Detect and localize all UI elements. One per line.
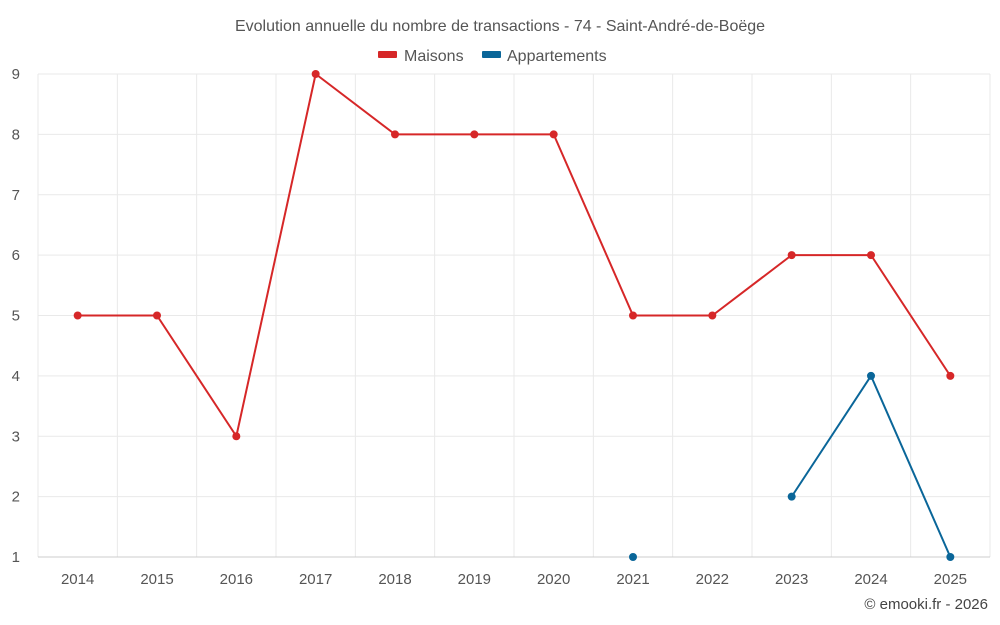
y-tick-label: 7 <box>12 187 20 204</box>
data-point-maisons <box>946 371 955 380</box>
series-appartements <box>629 371 955 561</box>
x-tick-label: 2019 <box>458 571 491 588</box>
legend-label: Appartements <box>507 48 607 65</box>
y-tick-label: 3 <box>12 428 20 445</box>
data-point-appartements <box>946 553 955 561</box>
data-point-maisons <box>787 251 796 260</box>
data-point-maisons <box>73 311 82 320</box>
data-point-appartements <box>787 492 796 501</box>
data-point-maisons <box>391 130 399 139</box>
legend-swatch <box>378 51 397 58</box>
y-tick-label: 9 <box>12 66 20 83</box>
x-axis-ticks: 2014 2015 2016 2017 2018 2019 2020 2021 2022 2023… <box>61 571 967 588</box>
y-axis-ticks: 1 2 3 4 5 6 7 8 9 <box>12 66 20 566</box>
x-tick-label: 2023 <box>775 571 808 588</box>
legend-label: Maisons <box>404 48 464 65</box>
x-tick-label: 2022 <box>696 571 729 588</box>
data-point-maisons <box>708 311 717 320</box>
legend: Maisons Appartements <box>378 48 607 65</box>
data-point-maisons <box>153 311 161 320</box>
data-point-maisons <box>311 70 320 78</box>
series-maisons <box>73 70 955 441</box>
y-tick-label: 1 <box>12 549 20 566</box>
x-tick-label: 2018 <box>378 571 411 588</box>
series-layer <box>73 70 955 561</box>
legend-swatch <box>482 51 501 58</box>
data-point-maisons <box>867 251 875 260</box>
data-point-maisons <box>232 432 241 441</box>
series-line-maisons <box>77 73 952 438</box>
series-line-appartements <box>790 374 952 558</box>
x-tick-label: 2020 <box>537 571 570 588</box>
x-tick-label: 2021 <box>616 571 649 588</box>
credit-text: © emooki.fr - 2026 <box>864 596 988 613</box>
y-tick-label: 6 <box>12 247 20 264</box>
data-point-appartements <box>629 553 637 561</box>
data-point-maisons <box>470 130 479 139</box>
y-tick-label: 8 <box>12 126 20 143</box>
y-tick-label: 5 <box>12 308 20 325</box>
x-tick-label: 2024 <box>854 571 887 588</box>
x-tick-label: 2017 <box>299 571 332 588</box>
grid <box>37 73 991 558</box>
legend-item-maisons: Maisons <box>378 48 464 65</box>
x-tick-label: 2014 <box>61 571 94 588</box>
chart-title: Evolution annuelle du nombre de transact… <box>235 18 765 35</box>
data-point-maisons <box>549 130 558 139</box>
x-tick-label: 2015 <box>140 571 173 588</box>
y-tick-label: 4 <box>12 368 20 385</box>
x-tick-label: 2016 <box>220 571 253 588</box>
data-point-maisons <box>629 311 637 320</box>
data-point-appartements <box>867 371 875 380</box>
legend-item-appartements: Appartements <box>482 48 607 65</box>
x-tick-label: 2025 <box>934 571 967 588</box>
y-tick-label: 2 <box>12 489 20 506</box>
